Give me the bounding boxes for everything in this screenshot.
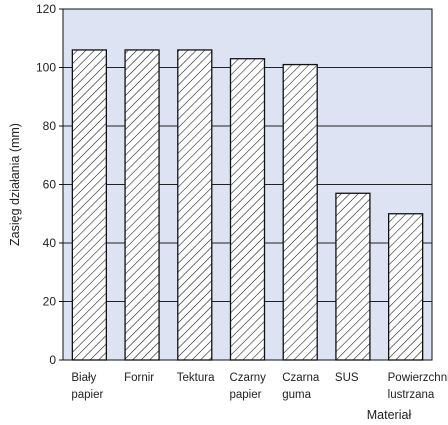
bar [229,58,266,361]
x-tick-label-line: Tektura [177,372,215,384]
bar [335,192,371,361]
y-tick-label: 40 [43,236,57,250]
x-axis-label: Materiał [367,408,412,422]
y-tick-label: 120 [36,2,56,16]
bar [71,49,108,361]
bars [71,49,424,361]
x-tick-label-line: Fornir [124,372,154,384]
x-tick-label: Biały papier [71,372,103,401]
x-tick-label-line: SUS [335,372,359,384]
bar [387,213,424,361]
x-tick-label-line: papier [71,389,103,401]
x-tick-label: SUS [335,372,359,384]
bar [124,49,160,361]
x-tick-label: Czarna guma [282,372,320,401]
y-tick-label: 60 [43,178,57,192]
y-axis-ticks: 0 20 40 60 80 100 120 [36,2,63,367]
x-tick-label-line: Powierzchnia [388,372,448,384]
y-tick-label: 20 [43,295,57,309]
y-tick-label: 80 [43,119,57,133]
x-tick-label: Tektura [177,372,215,384]
plot-frame [62,8,433,361]
x-tick-label-line: papier [230,389,262,401]
x-tick-label-line: Czarny [230,372,267,384]
x-tick-label: Czarny papier [230,372,267,401]
bar [177,49,213,361]
y-tick-label: 100 [36,61,56,75]
y-tick-label: 0 [49,353,56,367]
x-tick-label-line: guma [282,389,311,401]
x-tick-label-line: Czarna [282,372,320,384]
x-tick-label: Powierzchnia lustrzana [388,372,448,401]
x-tick-label: Fornir [124,372,154,384]
x-tick-label-line: lustrzana [388,389,435,401]
x-tick-label-line: Biały [71,372,96,384]
bar [282,63,318,361]
y-axis-label: Zasięg działania (mm) [8,123,22,246]
